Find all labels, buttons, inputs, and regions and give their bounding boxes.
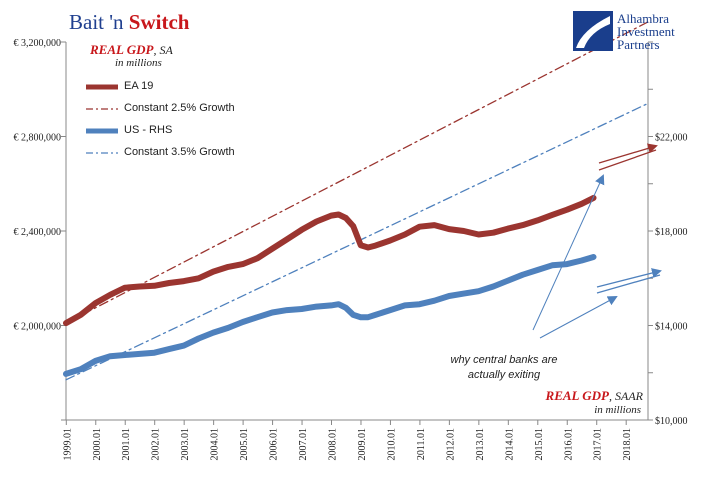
x-tick-label: 2005.01 <box>239 428 250 461</box>
left-tick-label: € 2,800,000 <box>14 133 62 144</box>
right-tick-label: $14,000 <box>655 322 688 333</box>
legend-swatch-us <box>86 128 118 134</box>
chart-title: Bait 'n Switch <box>69 10 189 35</box>
right-tick-label: $22,000 <box>655 133 688 144</box>
x-tick-label: 2016.01 <box>563 428 574 461</box>
x-tick-label: 1999.01 <box>62 428 73 461</box>
right-note-suffix: , SAAR <box>609 389 643 403</box>
logo-text: Alhambra Investment Partners <box>617 12 675 51</box>
left-note-title: REAL GDP <box>90 42 154 57</box>
left-tick-label: € 3,200,000 <box>14 38 62 49</box>
red-arrow-lower <box>598 149 657 171</box>
logo-line1: Alhambra <box>617 11 669 26</box>
x-tick-label: 2015.01 <box>534 428 545 461</box>
left-note-suffix: , SA <box>153 43 173 57</box>
legend-swatch-us-trend <box>86 152 118 154</box>
annotation-arrow-to-us <box>539 296 618 339</box>
annotation: why central banks are actually exiting <box>432 353 576 383</box>
x-tick-label: 2017.01 <box>593 428 604 461</box>
blue-arrow-upper <box>596 268 662 288</box>
left-tick-label: € 2,000,000 <box>14 322 62 333</box>
x-tick-label: 2013.01 <box>475 428 486 461</box>
logo-line2: Investment <box>617 24 675 39</box>
x-tick-label: 2003.01 <box>180 428 191 461</box>
x-tick-label: 2009.01 <box>357 428 368 461</box>
x-tick-label: 2010.01 <box>386 428 397 461</box>
x-tick-label: 2011.01 <box>416 428 427 460</box>
annotation-line1: why central banks are <box>450 354 558 366</box>
title-part2: Switch <box>128 10 190 34</box>
legend-swatch-ea19 <box>86 84 118 90</box>
right-axis-note: REAL GDP, SAAR <box>546 388 643 404</box>
x-tick-label: 2002.01 <box>151 428 162 461</box>
logo-line3: Partners <box>617 37 660 52</box>
legend-label-us: US - RHS <box>124 124 173 136</box>
x-tick-label: 2004.01 <box>210 428 221 461</box>
series-constant-3-5-growth <box>65 102 649 381</box>
right-note-title: REAL GDP <box>545 388 609 403</box>
legend-label-ea19: EA 19 <box>124 80 154 92</box>
blue-arrow-lower <box>596 274 661 294</box>
x-tick-label: 2006.01 <box>269 428 280 461</box>
title-part1: Bait 'n <box>69 10 129 34</box>
annotation-arrow-to-ea <box>532 174 605 331</box>
right-tick-label: $10,000 <box>655 416 688 427</box>
right-axis-units: in millions <box>594 404 641 416</box>
alhambra-logo-icon <box>573 11 613 51</box>
series-constant-2-5-growth <box>65 21 649 324</box>
legend-label-us-trend: Constant 3.5% Growth <box>124 146 235 158</box>
red-arrow-upper <box>598 143 658 164</box>
series-us-rhs <box>63 254 597 377</box>
left-axis-units: in millions <box>115 57 162 69</box>
x-tick-label: 2000.01 <box>92 428 103 461</box>
x-tick-label: 2007.01 <box>298 428 309 461</box>
legend-swatch-ea-trend <box>86 108 118 110</box>
series-ea-19 <box>63 194 597 327</box>
x-tick-label: 2014.01 <box>504 428 515 461</box>
legend-label-ea-trend: Constant 2.5% Growth <box>124 102 235 114</box>
annotation-line2: actually exiting <box>467 369 541 381</box>
left-axis-note: REAL GDP, SA <box>90 42 173 58</box>
left-tick-label: € 2,400,000 <box>14 227 62 238</box>
x-tick-label: 2001.01 <box>121 428 132 461</box>
x-tick-label: 2012.01 <box>445 428 456 461</box>
right-tick-label: $18,000 <box>655 227 688 238</box>
x-tick-label: 2018.01 <box>622 428 633 461</box>
x-tick-label: 2008.01 <box>328 428 339 461</box>
